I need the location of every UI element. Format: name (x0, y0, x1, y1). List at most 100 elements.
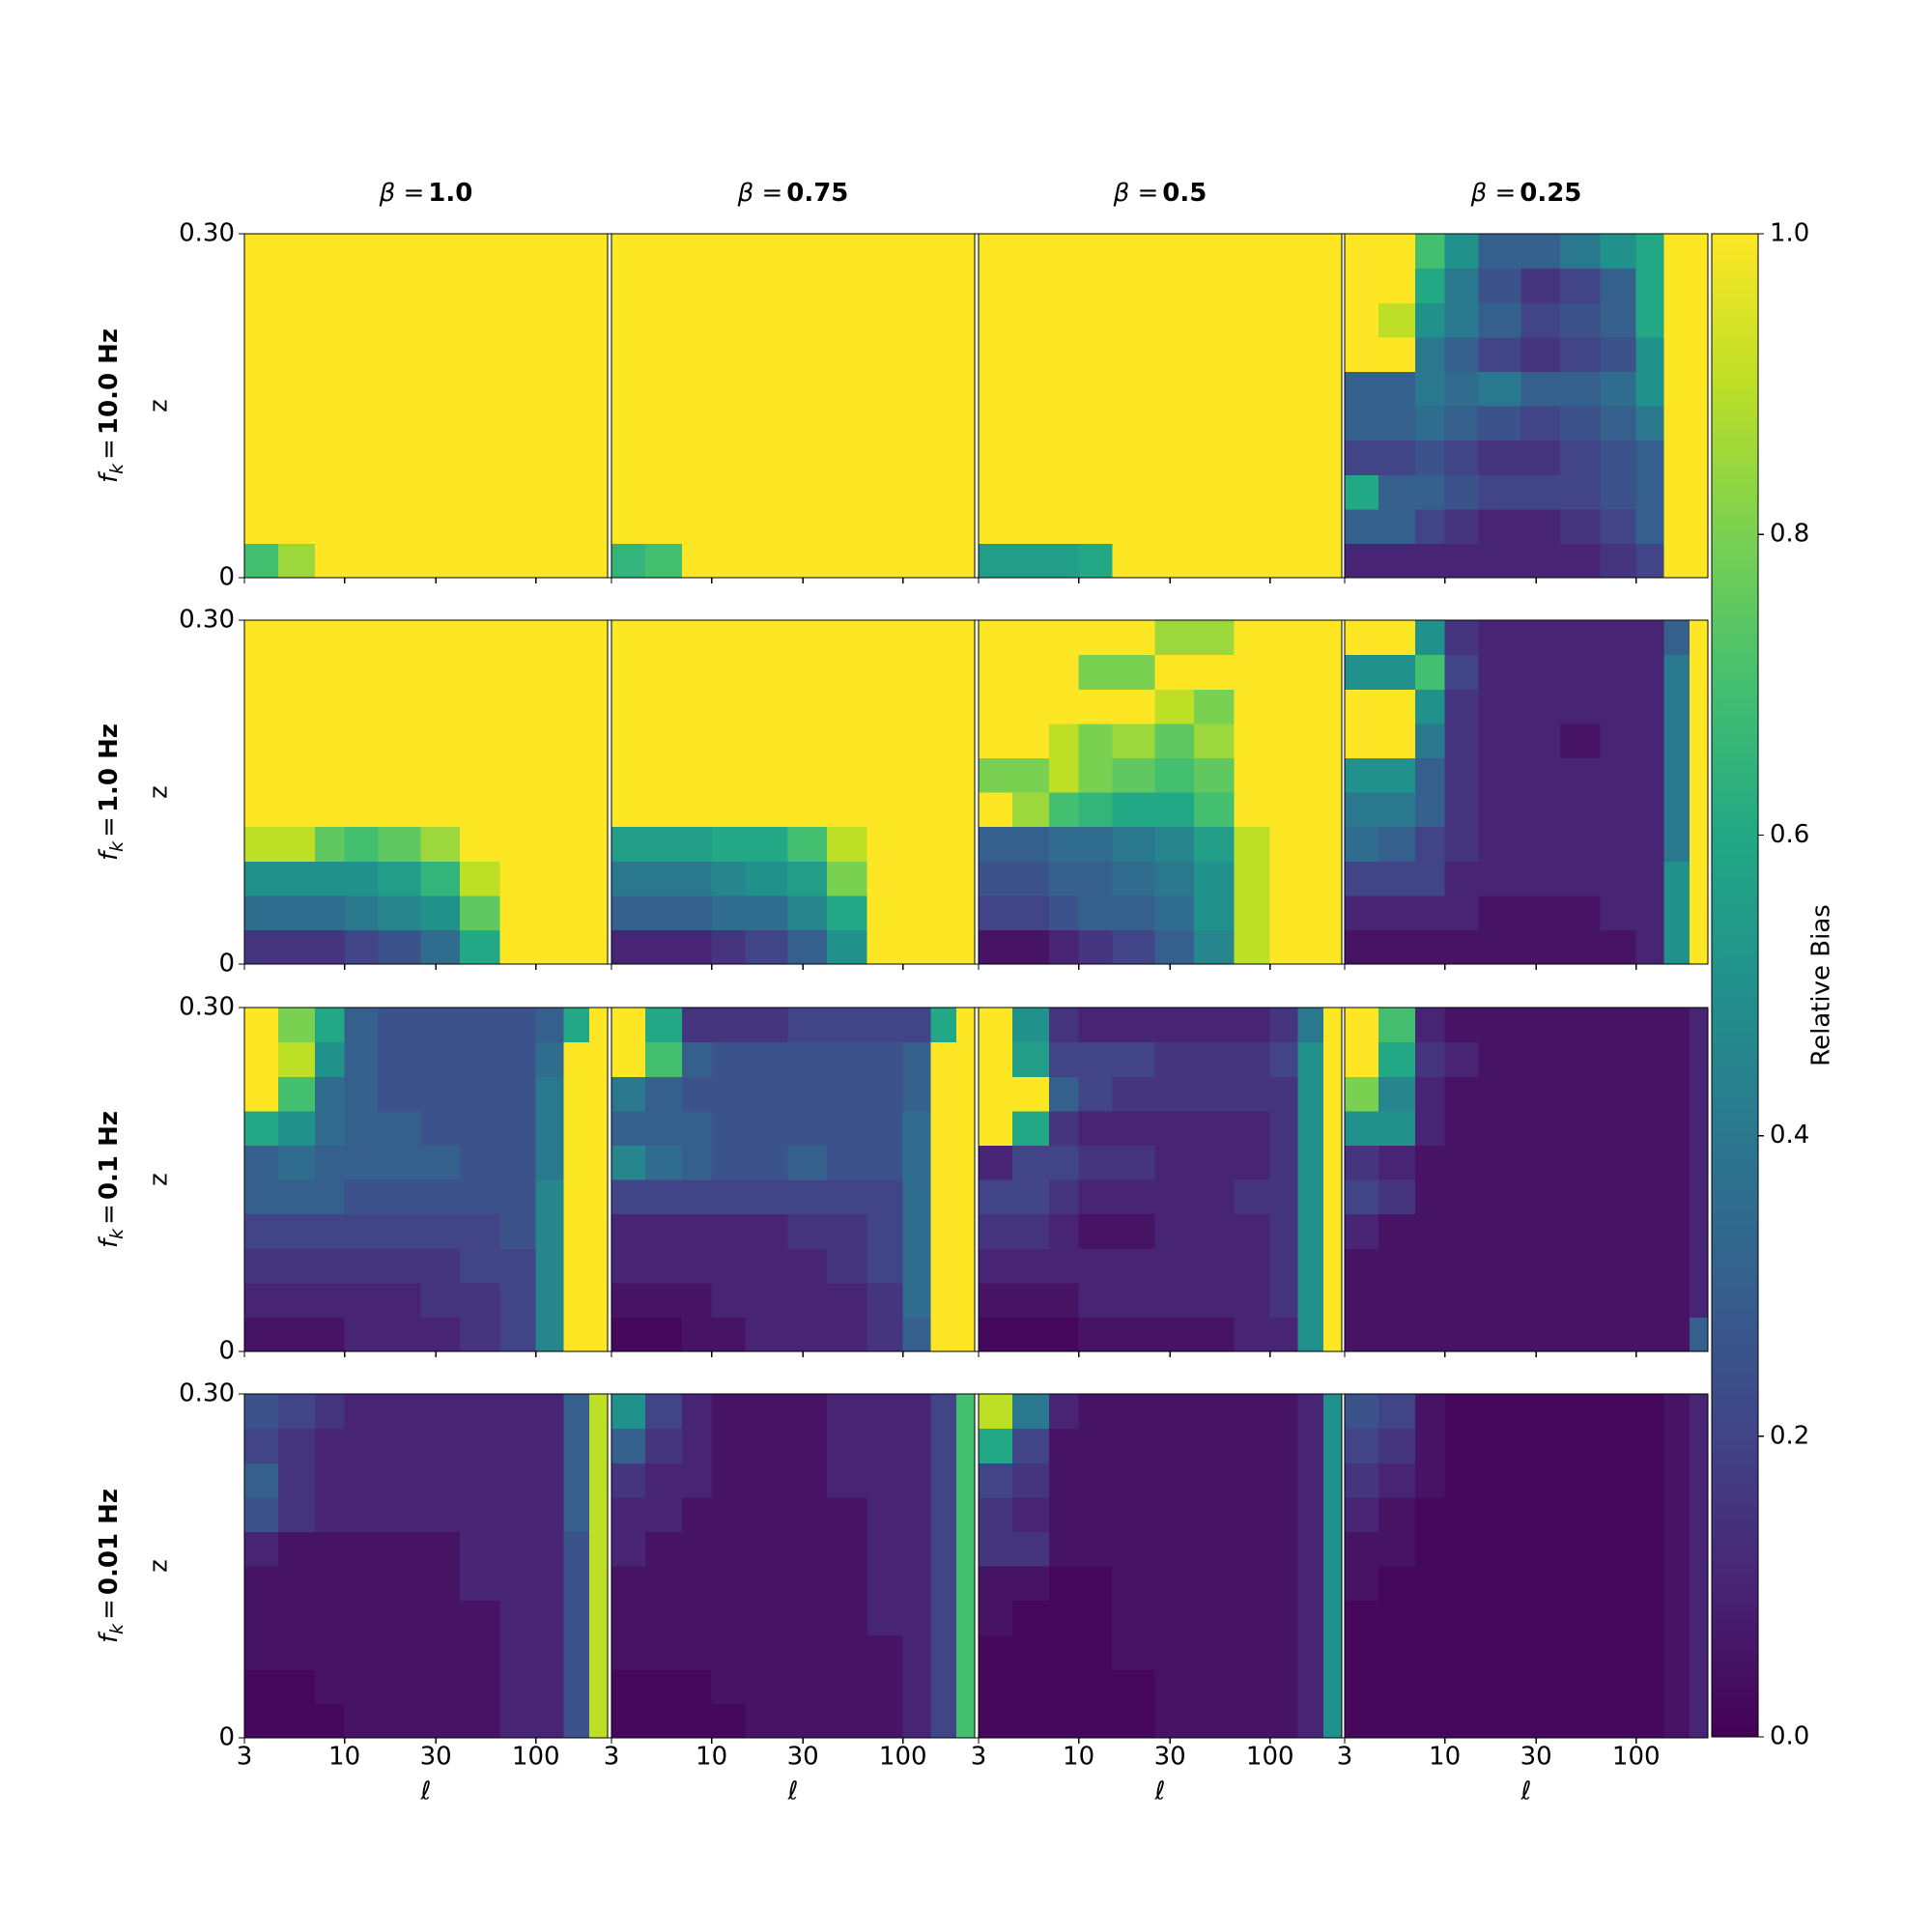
heatmap-cell (681, 1634, 713, 1670)
heatmap-cell (711, 1703, 747, 1739)
heatmap-cell (1154, 1566, 1195, 1602)
heatmap-cell (867, 826, 904, 862)
heatmap-cell (1478, 1282, 1522, 1318)
heatmap-cell (745, 1634, 789, 1670)
heatmap-cell (1011, 757, 1050, 793)
heatmap-cell (1193, 757, 1236, 793)
heatmap-cell (1112, 1008, 1156, 1043)
heatmap-cell (1600, 1394, 1637, 1430)
heatmap-cell (955, 1463, 976, 1498)
heatmap-cell (1520, 1703, 1561, 1739)
heatmap-cell (344, 861, 380, 896)
heatmap-cell (644, 1531, 683, 1567)
heatmap-cell (1154, 1248, 1195, 1284)
heatmap-cell (1444, 543, 1480, 579)
heatmap-cell (902, 1282, 932, 1318)
heatmap-cell (1444, 1428, 1480, 1463)
heatmap-cell (420, 336, 461, 372)
heatmap-cell (681, 1496, 713, 1532)
heatmap-cell (1011, 508, 1050, 544)
heatmap-cell (499, 543, 537, 579)
heatmap-cell (867, 1703, 904, 1739)
heatmap-cell (563, 1634, 590, 1670)
heatmap-cell (681, 1008, 713, 1043)
heatmap-cell (611, 723, 646, 758)
heatmap-cell (277, 440, 316, 475)
heatmap-cell (1011, 1282, 1050, 1318)
heatmap-cell (420, 1041, 461, 1077)
heatmap-cell (1345, 440, 1379, 475)
heatmap-cell (1663, 1703, 1690, 1739)
heatmap-cell (344, 1668, 380, 1704)
heatmap-cell (420, 508, 461, 544)
heatmap-cell (499, 1703, 537, 1739)
heatmap-cell (1193, 792, 1236, 828)
heatmap-cell (1078, 1110, 1114, 1146)
heatmap-cell (459, 895, 501, 930)
heatmap-cell (277, 1496, 316, 1532)
heatmap-cell (535, 440, 565, 475)
heatmap-cell (1444, 234, 1480, 270)
x-tick-label: 30 (787, 1743, 819, 1772)
heatmap-cell (711, 1110, 747, 1146)
heatmap-cell (1112, 1566, 1156, 1602)
row-title: fk=1.0 Hz (95, 724, 128, 861)
heatmap-cell (420, 1213, 461, 1249)
heatmap-cell (1663, 1248, 1690, 1284)
heatmap-cell (378, 895, 422, 930)
heatmap-cell (1345, 1428, 1379, 1463)
heatmap-cell (902, 1248, 932, 1284)
heatmap-cell (1689, 1668, 1709, 1704)
heatmap-cell (314, 371, 346, 407)
heatmap-cell (420, 1282, 461, 1318)
heatmap-cell (1444, 929, 1480, 965)
heatmap-cell (499, 268, 537, 303)
column-title-prefix: β = (737, 179, 783, 208)
heatmap-cell (1193, 1668, 1236, 1704)
heatmap-cell (1297, 1703, 1324, 1739)
heatmap-cell (611, 1179, 646, 1215)
heatmap-cell (979, 1282, 1013, 1318)
heatmap-cell (930, 1248, 957, 1284)
heatmap-cell (1322, 1041, 1343, 1077)
heatmap-cell (1635, 861, 1665, 896)
heatmap-cell (1345, 689, 1379, 724)
heatmap-cell (588, 543, 609, 579)
heatmap-cell (459, 508, 501, 544)
heatmap-cell (644, 1179, 683, 1215)
heatmap-cell (1663, 654, 1690, 690)
heatmap-cell (1520, 1566, 1561, 1602)
heatmap-cell (277, 1317, 316, 1352)
heatmap-cell (902, 1463, 932, 1498)
heatmap-cell (681, 792, 713, 828)
heatmap-cell (588, 1248, 609, 1284)
heatmap-cell (1234, 1145, 1271, 1180)
heatmap-cell (1345, 1110, 1379, 1146)
heatmap-cell (1154, 1496, 1195, 1532)
heatmap-cell (1234, 508, 1271, 544)
x-tick-label: 30 (420, 1743, 452, 1772)
heatmap-cell (955, 1213, 976, 1249)
heatmap-cell (499, 1041, 537, 1077)
heatmap-cell (826, 1145, 868, 1180)
heatmap-cell (867, 440, 904, 475)
heatmap-cell (563, 1566, 590, 1602)
heatmap-cell (1078, 1145, 1114, 1180)
heatmap-cell (1559, 1703, 1602, 1739)
column-title-prefix: β = (379, 179, 425, 208)
heatmap-cell (826, 1394, 868, 1430)
heatmap-cell (1444, 826, 1480, 862)
heatmap-cell (1011, 1213, 1050, 1249)
heatmap-cell (1378, 895, 1416, 930)
heatmap-cell (1048, 234, 1080, 270)
heatmap-cell (563, 620, 590, 656)
heatmap-cell (314, 1668, 346, 1704)
heatmap-cell (563, 1703, 590, 1739)
heatmap-cell (1414, 1213, 1446, 1249)
heatmap-cell (1154, 757, 1195, 793)
heatmap-cell (344, 654, 380, 690)
heatmap-cell (1635, 723, 1665, 758)
heatmap-cell (867, 268, 904, 303)
heatmap-cell (826, 654, 868, 690)
